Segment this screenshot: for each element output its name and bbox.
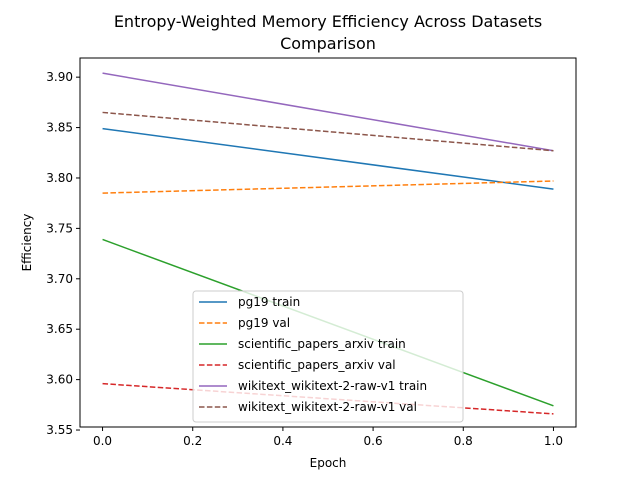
x-tick-label: 0.2 — [183, 434, 202, 448]
y-tick-label: 3.90 — [46, 70, 73, 84]
x-tick-label: 0.6 — [364, 434, 383, 448]
y-tick-label: 3.55 — [46, 423, 73, 437]
series-line-wikitext-wikitext-2-raw-v1-val — [102, 111, 554, 152]
chart-title-line-1: Entropy-Weighted Memory Efficiency Acros… — [114, 12, 542, 31]
y-tick-label: 3.70 — [46, 272, 73, 286]
y-tick-label: 3.65 — [46, 322, 73, 336]
legend-label: wikitext_wikitext-2-raw-v1 train — [238, 379, 427, 393]
y-axis-label: Efficiency — [20, 214, 34, 272]
legend-items: pg19 train pg19 val scientific_papers_arxi… — [199, 295, 427, 414]
plot-frame — [79, 57, 577, 428]
x-tick-label: 0.0 — [93, 434, 112, 448]
series-line-pg19-train — [102, 127, 554, 190]
legend-label: pg19 train — [238, 295, 300, 309]
y-tick-label: 3.85 — [46, 121, 73, 135]
legend-label: wikitext_wikitext-2-raw-v1 val — [238, 400, 417, 414]
legend: pg19 train pg19 val scientific_papers_arxi… — [192, 290, 464, 423]
legend-label: scientific_papers_arxiv val — [238, 358, 396, 372]
y-tick-label: 3.75 — [46, 221, 73, 235]
chart-title-line-2: Comparison — [280, 34, 376, 53]
legend-label: pg19 val — [238, 316, 290, 330]
x-axis-label: Epoch — [310, 456, 347, 470]
x-tick-label: 0.4 — [273, 434, 292, 448]
y-tick-label: 3.60 — [46, 373, 73, 387]
legend-box — [192, 290, 464, 423]
y-tick-label: 3.80 — [46, 171, 73, 185]
legend-label: scientific_papers_arxiv train — [238, 337, 406, 351]
x-tick-label: 0.8 — [454, 434, 473, 448]
ticks-layer: 0.0 0.2 0.4 0.6 0.8 1.0 3.55 3.60 3.65 3.70 3.75 3.… — [46, 70, 563, 448]
series-line-wikitext-wikitext-2-raw-v1-train — [102, 72, 554, 152]
x-tick-label: 1.0 — [544, 434, 563, 448]
series-line-pg19-val — [102, 180, 554, 194]
